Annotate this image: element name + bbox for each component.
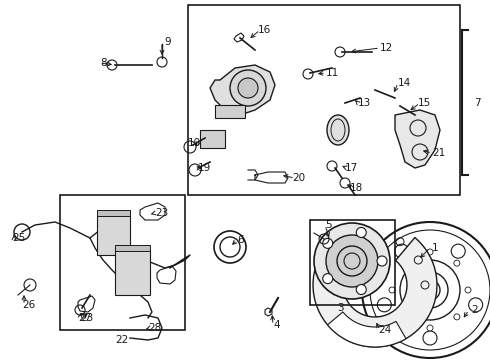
Circle shape bbox=[454, 260, 460, 266]
Text: 28: 28 bbox=[148, 323, 161, 333]
Text: 12: 12 bbox=[380, 43, 393, 53]
Text: 8: 8 bbox=[100, 58, 107, 68]
Circle shape bbox=[454, 314, 460, 320]
Circle shape bbox=[389, 287, 395, 293]
Text: 25: 25 bbox=[12, 233, 25, 243]
Circle shape bbox=[238, 78, 258, 98]
Circle shape bbox=[314, 223, 390, 299]
Text: 22: 22 bbox=[115, 335, 129, 345]
Text: 7: 7 bbox=[474, 98, 481, 108]
Text: 4: 4 bbox=[273, 320, 280, 330]
Text: 23: 23 bbox=[155, 208, 168, 218]
Circle shape bbox=[356, 284, 366, 294]
Text: 9: 9 bbox=[164, 37, 171, 47]
Text: 13: 13 bbox=[358, 98, 371, 108]
Text: 20: 20 bbox=[292, 173, 305, 183]
Circle shape bbox=[427, 325, 433, 331]
Circle shape bbox=[323, 238, 333, 248]
Text: 23: 23 bbox=[80, 313, 93, 323]
Circle shape bbox=[323, 274, 333, 284]
Polygon shape bbox=[327, 312, 406, 347]
Text: 18: 18 bbox=[350, 183, 363, 193]
Polygon shape bbox=[215, 105, 245, 118]
Polygon shape bbox=[115, 250, 150, 295]
Text: 17: 17 bbox=[345, 163, 358, 173]
Text: 5: 5 bbox=[325, 220, 332, 230]
Text: 1: 1 bbox=[432, 243, 439, 253]
Circle shape bbox=[356, 228, 366, 238]
Circle shape bbox=[230, 70, 266, 106]
Text: 10: 10 bbox=[188, 138, 201, 148]
Text: 15: 15 bbox=[418, 98, 431, 108]
Polygon shape bbox=[210, 65, 275, 115]
Bar bbox=[188, 5, 460, 195]
Text: 26: 26 bbox=[22, 300, 35, 310]
Polygon shape bbox=[97, 215, 130, 255]
Circle shape bbox=[427, 249, 433, 255]
Polygon shape bbox=[200, 130, 225, 148]
Text: 2: 2 bbox=[471, 305, 478, 315]
Bar bbox=[310, 220, 395, 305]
Text: 16: 16 bbox=[258, 25, 271, 35]
Polygon shape bbox=[313, 238, 437, 347]
Circle shape bbox=[400, 314, 406, 320]
Circle shape bbox=[400, 260, 406, 266]
Text: 14: 14 bbox=[398, 78, 411, 88]
Text: 11: 11 bbox=[326, 68, 339, 78]
Text: 24: 24 bbox=[378, 325, 391, 335]
Circle shape bbox=[326, 235, 378, 287]
Polygon shape bbox=[115, 245, 150, 251]
Text: 21: 21 bbox=[432, 148, 445, 158]
Text: 6: 6 bbox=[237, 235, 244, 245]
Polygon shape bbox=[395, 110, 440, 168]
Text: 27: 27 bbox=[78, 313, 91, 323]
Circle shape bbox=[465, 287, 471, 293]
Circle shape bbox=[377, 256, 387, 266]
Ellipse shape bbox=[327, 115, 349, 145]
Text: 19: 19 bbox=[198, 163, 211, 173]
Text: 3: 3 bbox=[337, 303, 343, 313]
Polygon shape bbox=[97, 210, 130, 216]
Bar bbox=[60, 195, 185, 330]
